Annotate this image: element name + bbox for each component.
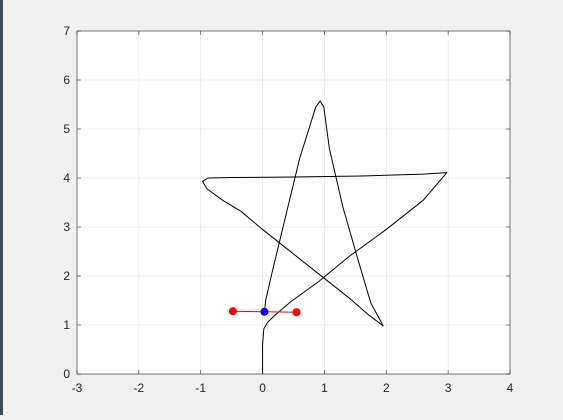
y-tick-label: 1 — [63, 318, 70, 332]
axes-background — [77, 31, 510, 374]
data-point-marker — [292, 308, 301, 317]
y-axis: 0 1 2 3 4 5 6 7 — [63, 24, 510, 381]
data-point-marker — [260, 307, 269, 316]
figure-window: -3 -2 -1 0 1 2 3 4 0 1 2 3 4 5 6 7 — [3, 0, 563, 415]
window-edge — [0, 0, 3, 415]
y-tick-label: 3 — [63, 220, 70, 234]
x-axis: -3 -2 -1 0 1 2 3 4 — [72, 31, 514, 395]
y-tick-label: 4 — [63, 171, 70, 185]
y-tick-label: 7 — [63, 24, 70, 38]
x-tick-label: 3 — [445, 381, 452, 395]
data-point-marker — [228, 307, 237, 316]
series-line-0 — [202, 100, 448, 374]
y-tick-label: 0 — [63, 367, 70, 381]
y-tick-label: 2 — [63, 269, 70, 283]
plot-canvas: -3 -2 -1 0 1 2 3 4 0 1 2 3 4 5 6 7 — [63, 24, 514, 395]
marker-layer — [228, 307, 301, 317]
x-tick-label: -1 — [195, 381, 206, 395]
x-tick-label: 1 — [321, 381, 328, 395]
axes-box — [76, 30, 511, 375]
x-tick-label: -2 — [134, 381, 145, 395]
y-tick-label: 6 — [63, 73, 70, 87]
x-tick-label: -3 — [72, 381, 83, 395]
y-tick-label: 5 — [63, 122, 70, 136]
x-tick-label: 4 — [507, 381, 514, 395]
grid-lines — [76, 30, 511, 375]
x-tick-label: 0 — [259, 381, 266, 395]
x-tick-label: 2 — [383, 381, 390, 395]
